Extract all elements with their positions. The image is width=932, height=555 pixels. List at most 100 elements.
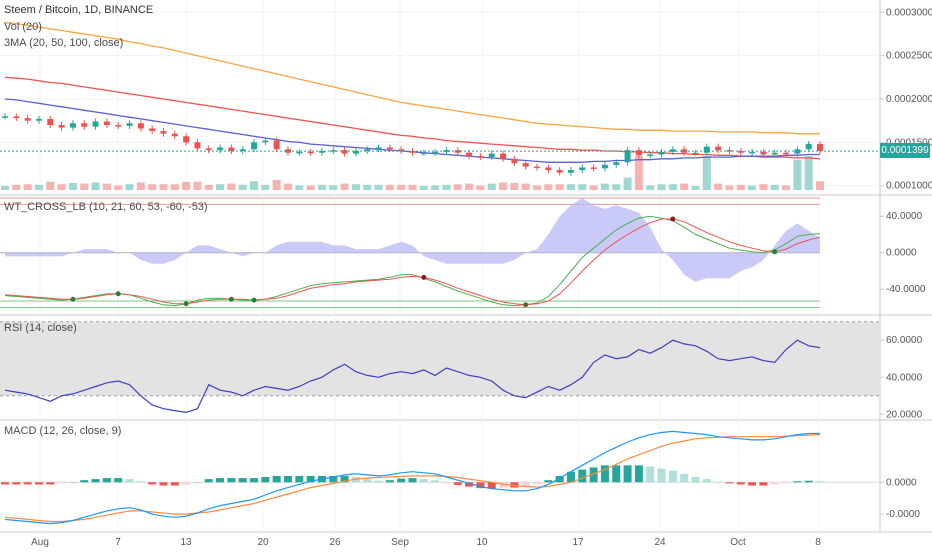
candle-body — [69, 123, 76, 128]
price-tick-label: 0.0001000 — [886, 181, 932, 192]
candle-body — [783, 152, 790, 155]
volume-bar — [566, 184, 575, 190]
macd-histogram-bar — [623, 465, 632, 483]
candle-body — [47, 118, 54, 125]
candle-body — [24, 118, 31, 121]
x-axis-label: 10 — [476, 537, 488, 548]
macd-histogram-bar — [182, 482, 191, 485]
volume-bar — [623, 177, 632, 190]
macd-histogram-bar — [23, 482, 32, 485]
volume-bar — [227, 183, 236, 190]
candle-body — [126, 123, 133, 126]
ma100-line — [4, 22, 820, 135]
macd-histogram-bar — [102, 478, 111, 483]
volume-bar — [431, 185, 440, 190]
candle-body — [251, 142, 258, 150]
candle-body — [466, 152, 473, 157]
macd-histogram-bar — [125, 479, 134, 483]
macd-histogram-bar — [759, 482, 768, 486]
volume-bar — [91, 182, 100, 190]
macd-histogram-bar — [782, 482, 791, 484]
macd-histogram-bar — [544, 480, 553, 483]
volume-bar — [363, 184, 372, 190]
candle-body — [749, 151, 756, 154]
macd-histogram-bar — [793, 481, 802, 483]
volume-bar — [499, 182, 508, 190]
volume-bar — [725, 185, 734, 190]
macd-histogram-bar — [159, 482, 168, 486]
volume-bar — [759, 184, 768, 190]
macd-histogram-bar — [114, 478, 123, 483]
macd-histogram-bar — [148, 482, 157, 485]
volume-bar — [295, 185, 304, 190]
volume-bar — [170, 184, 179, 190]
last-price-badge: 0.0001399 — [880, 143, 930, 158]
rsi-tick-label: 40.0000 — [886, 372, 923, 383]
macd-histogram-bar — [385, 480, 394, 483]
candle-body — [284, 149, 291, 153]
price-tick-label: 0.0001500 — [886, 137, 932, 148]
wt-cross-dot — [421, 274, 427, 280]
candle-body — [183, 136, 190, 143]
volume-bar — [136, 182, 145, 190]
macd-histogram-bar — [680, 473, 689, 483]
candle-body — [149, 128, 156, 132]
candle-body — [420, 152, 427, 155]
volume-bar — [340, 183, 349, 190]
macd-histogram-bar — [816, 481, 824, 483]
macd-histogram-bar — [408, 478, 417, 483]
volume-bar — [612, 184, 621, 190]
macd-histogram-bar — [272, 475, 281, 483]
macd-histogram-bar — [453, 482, 462, 485]
candle-body — [194, 142, 201, 149]
volume-bar — [397, 184, 406, 190]
candle-body — [567, 170, 574, 173]
volume-bar — [385, 184, 394, 190]
wt-tick-label: 40.0000 — [886, 211, 923, 222]
candle-body — [239, 149, 246, 151]
x-axis-label: Sep — [391, 537, 409, 548]
macd-histogram-bar — [306, 475, 315, 483]
rsi-band — [0, 321, 880, 396]
volume-bar — [159, 184, 168, 190]
candle-body — [228, 147, 235, 151]
candle-body — [590, 167, 597, 169]
macd-histogram-bar — [170, 482, 179, 486]
candle-body — [771, 152, 778, 155]
candle-body — [624, 150, 631, 163]
macd-histogram-bar — [589, 467, 598, 483]
candle-body — [647, 154, 654, 156]
x-axis-label: Aug — [31, 537, 49, 548]
candle-body — [375, 147, 382, 150]
ma-label: 3MA (20, 50, 100, close) — [4, 37, 124, 49]
candle-body — [398, 149, 405, 151]
volume-bar — [23, 184, 32, 190]
candle-body — [58, 125, 65, 128]
wt-diff-area — [5, 198, 820, 282]
candle-body — [386, 147, 393, 150]
rsi-line — [4, 339, 821, 414]
volume-bar — [600, 183, 609, 190]
candle-body — [273, 140, 280, 150]
macd-histogram-bar — [91, 479, 100, 483]
volume-bar — [114, 185, 123, 190]
candle-body — [262, 140, 269, 143]
volume-bar — [533, 185, 542, 190]
macd-histogram-bar — [283, 475, 292, 483]
candle-body — [318, 151, 325, 153]
volume-bar — [782, 185, 791, 190]
macd-histogram-bar — [250, 478, 259, 483]
candle-body — [296, 151, 303, 154]
macd-histogram-bar — [612, 465, 621, 483]
volume-bar — [1, 186, 9, 190]
volume-bar — [589, 185, 598, 190]
macd-tick-label: -0.0000 — [886, 509, 920, 520]
macd-histogram-bar — [634, 465, 643, 483]
volume-bar — [317, 184, 326, 190]
candle-body — [341, 150, 348, 154]
macd-signal-line — [4, 434, 821, 523]
candle-body — [352, 151, 359, 154]
volume-bar — [408, 184, 417, 190]
volume-bar — [57, 184, 66, 190]
candle-body — [692, 152, 699, 155]
